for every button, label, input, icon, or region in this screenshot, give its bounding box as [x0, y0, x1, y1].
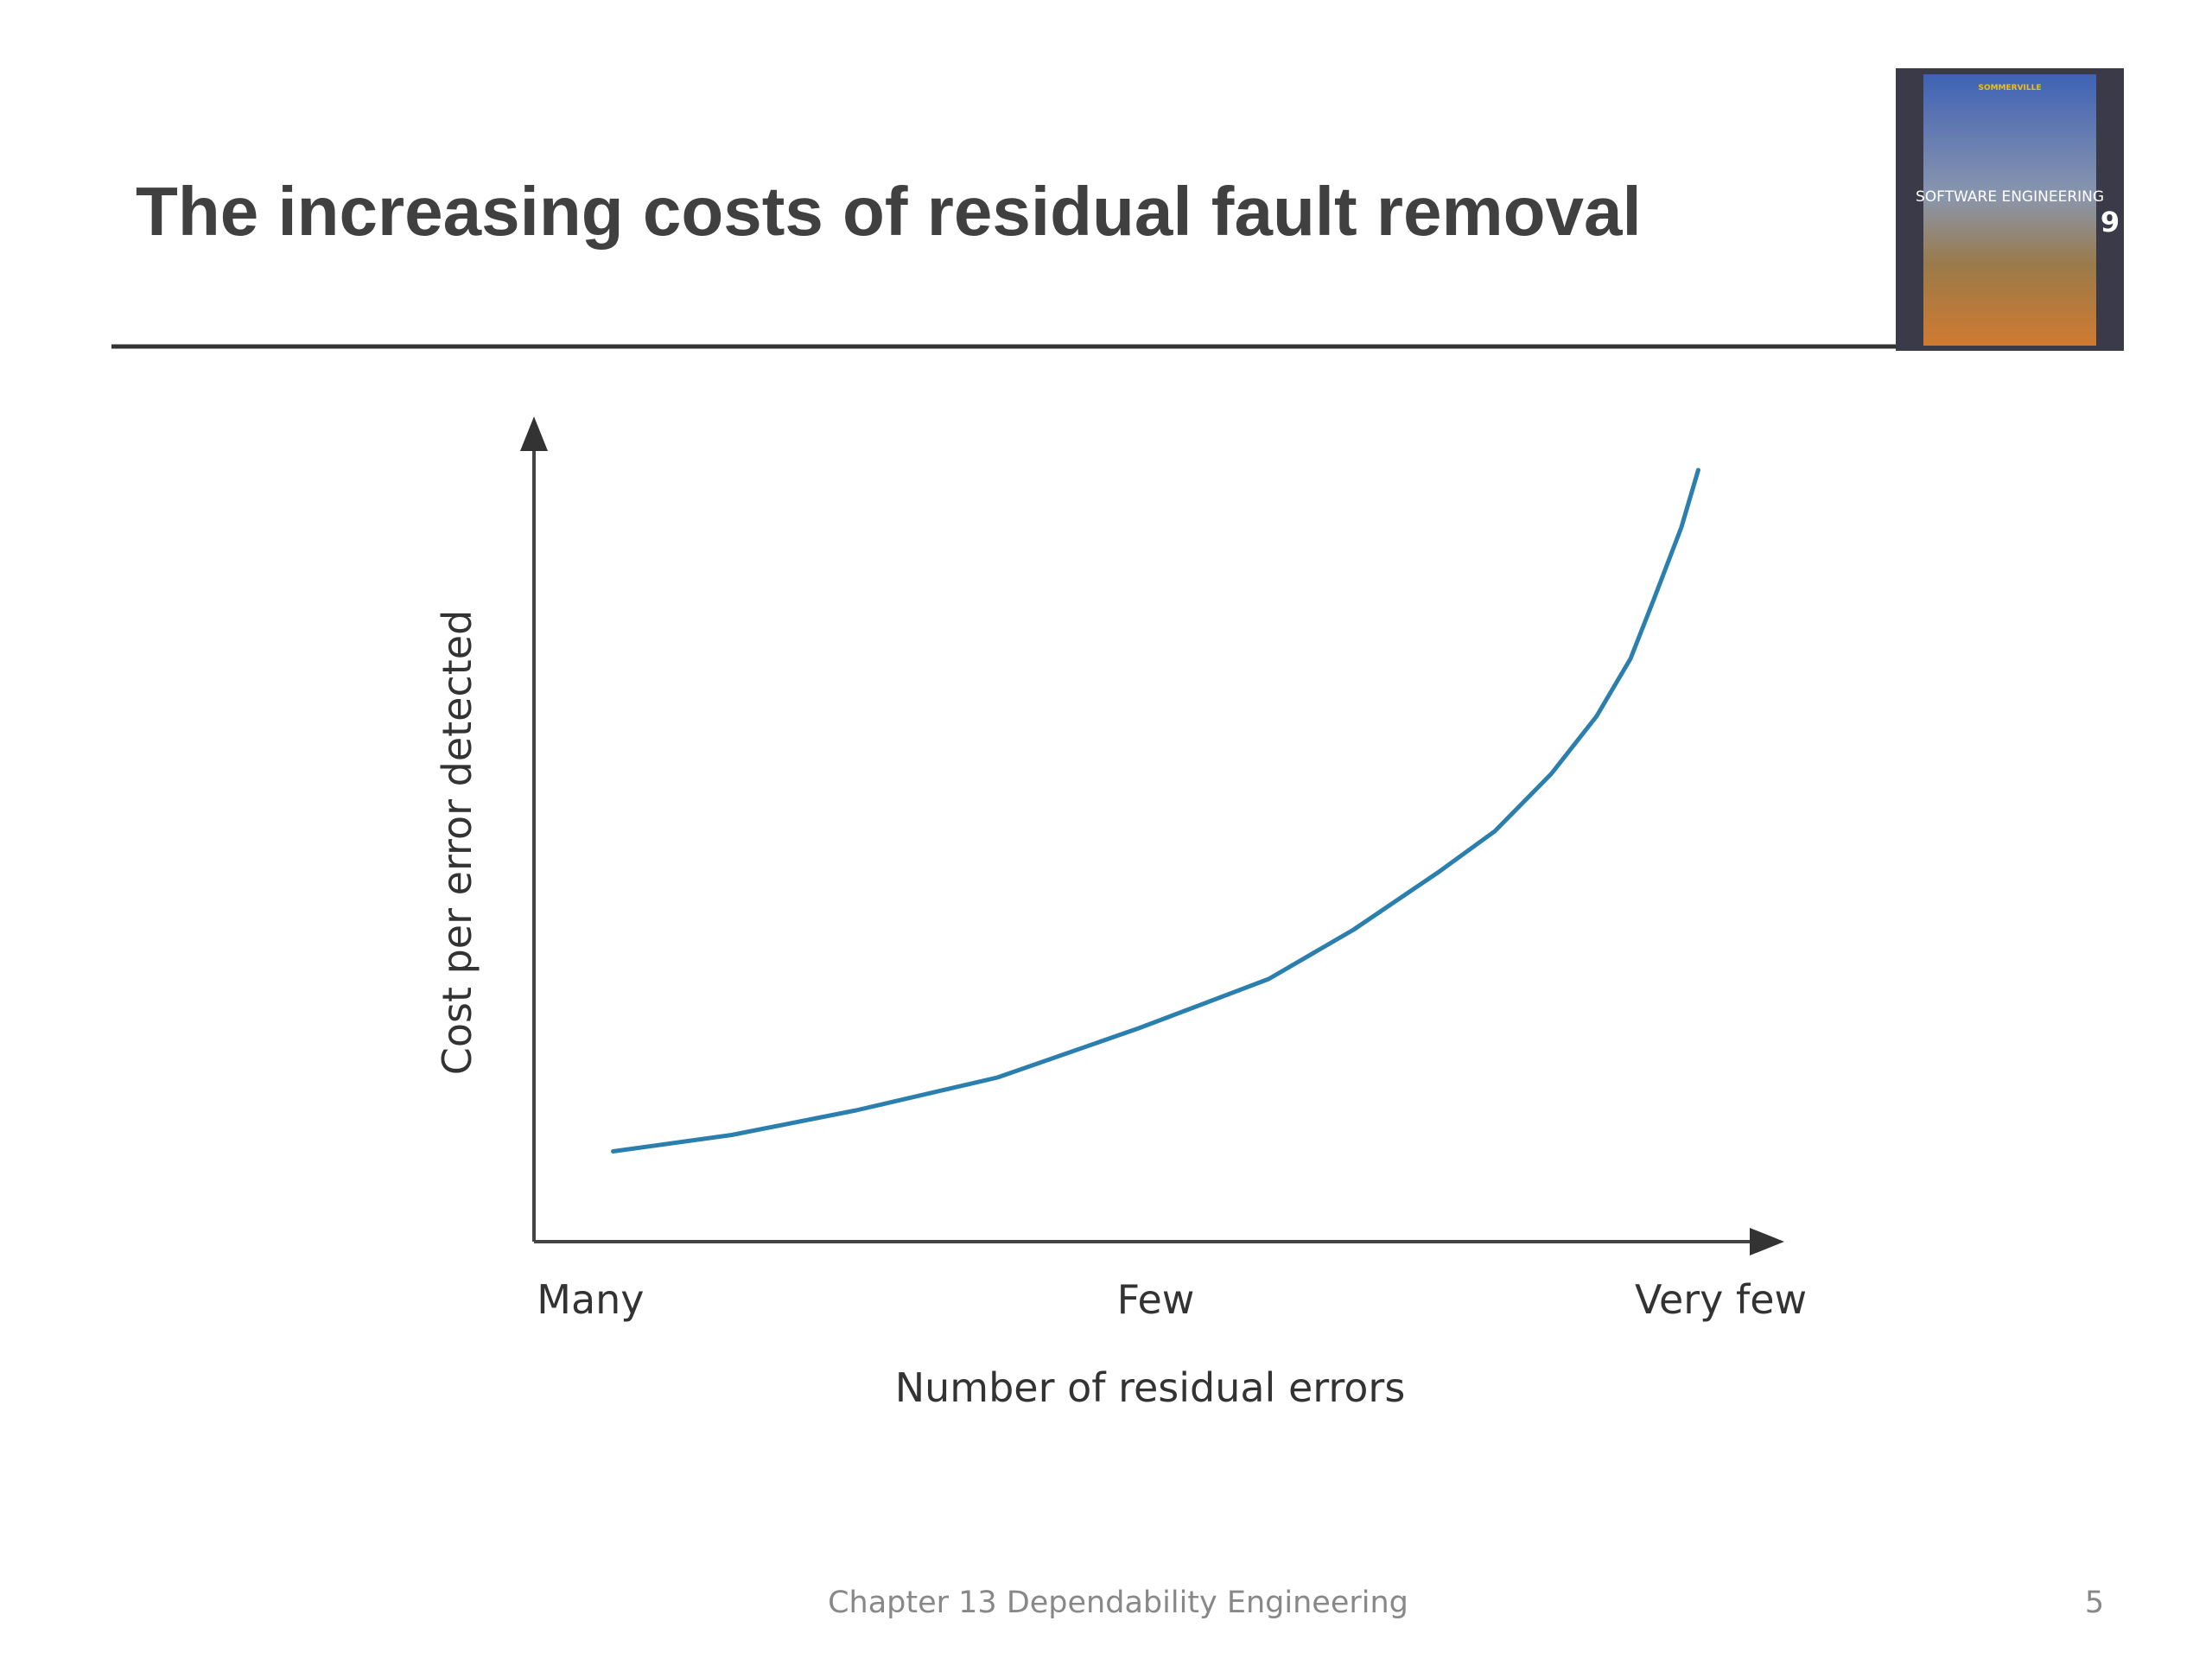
x-axis-label: Number of residual errors: [895, 1364, 1406, 1411]
x-tick-label: Very few: [1635, 1276, 1807, 1323]
y-axis-label: Cost per error detected: [434, 610, 480, 1076]
page-number: 5: [2085, 1586, 2104, 1620]
cover-author: SOMMERVILLE: [1978, 84, 2041, 92]
slide-title: The increasing costs of residual fault r…: [136, 173, 1642, 250]
book-cover: SOMMERVILLE SOFTWARE ENGINEERING 9: [1896, 68, 2124, 351]
line: [611, 467, 1700, 1154]
cover-edition: 9: [2101, 206, 2120, 238]
x-tick-label: Few: [1117, 1276, 1195, 1323]
footer: Chapter 13 Dependability Engineering: [828, 1586, 1408, 1620]
x-tick-label: Many: [537, 1276, 644, 1323]
cover-title: SOFTWARE ENGINEERING: [1916, 188, 2104, 206]
